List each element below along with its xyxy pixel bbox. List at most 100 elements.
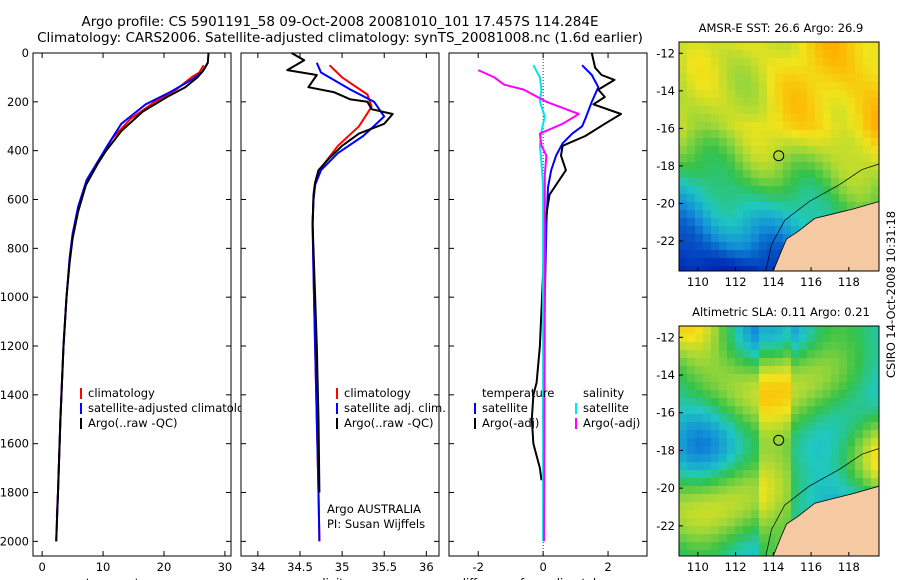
sst-map-cell (727, 122, 735, 130)
sst-map-cell (791, 122, 799, 130)
sst-map-cell (871, 122, 879, 130)
sla-map-cell (711, 350, 719, 358)
sla-map-cell (687, 406, 695, 414)
sst-map-cell (719, 226, 727, 234)
sla-map-cell (695, 534, 703, 542)
sst-map-cell (767, 178, 775, 186)
x-axis-label: salinity (309, 576, 350, 580)
sla-map-cell (695, 526, 703, 534)
plot-frame-2 (240, 52, 440, 557)
sla-map-cell (791, 358, 799, 366)
sla-map-cell (751, 358, 759, 366)
sla-map-cell (679, 542, 687, 550)
sst-map-cell (815, 170, 823, 178)
sla-map-cell (847, 398, 855, 406)
sla-map-cell (823, 358, 831, 366)
lon-tick-label: 110 (687, 275, 709, 289)
sst-map-cell (759, 122, 767, 130)
sla-map-cell (839, 414, 847, 422)
sla-map-cell (743, 486, 751, 494)
sst-map-cell (735, 170, 743, 178)
sst-map-cell (719, 186, 727, 194)
sst-map-cell (783, 178, 791, 186)
sla-map-cell (679, 422, 687, 430)
sla-map-cell (847, 454, 855, 462)
sla-map-cell (703, 534, 711, 542)
sst-map-cell (831, 98, 839, 106)
legend-label: satellite (583, 401, 629, 415)
sst-map-cell (703, 98, 711, 106)
sst-map-cell (783, 42, 791, 50)
sst-map-cell (695, 178, 703, 186)
sla-map-cell (847, 422, 855, 430)
sst-map-cell (751, 106, 759, 114)
sla-map-cell (687, 542, 695, 550)
sst-map-cell (871, 58, 879, 66)
sst-map-cell (679, 258, 687, 266)
sla-map-cell (847, 430, 855, 438)
lon-tick-label: 112 (725, 560, 747, 574)
sst-map-cell (711, 210, 719, 218)
sla-map-cell (799, 374, 807, 382)
sst-map-cell (695, 186, 703, 194)
sla-map-cell (847, 382, 855, 390)
sst-map-cell (767, 50, 775, 58)
y-tick-label: 800 (7, 241, 29, 255)
sla-map-cell (735, 334, 743, 342)
sla-map-cell (679, 518, 687, 526)
sst-map-cell (719, 234, 727, 242)
sst-map-cell (759, 58, 767, 66)
sla-map-cell (831, 342, 839, 350)
sst-map-cell (823, 202, 831, 210)
sst-map-cell (783, 170, 791, 178)
sst-map-cell (727, 90, 735, 98)
sla-map-cell (727, 422, 735, 430)
sst-map-cell (751, 226, 759, 234)
sst-map-cell (703, 266, 711, 271)
sst-map-cell (839, 74, 847, 82)
sla-map-cell (711, 470, 719, 478)
sla-map-cell (831, 478, 839, 486)
sla-map-cell (711, 462, 719, 470)
sla-map-cell (871, 358, 879, 366)
sst-map-cell (807, 122, 815, 130)
sst-map-cell (807, 154, 815, 162)
sst-map-cell (679, 74, 687, 82)
sst-map-cell (679, 154, 687, 162)
sst-map-cell (775, 130, 783, 138)
sst-map-cell (679, 90, 687, 98)
sst-map-cell (751, 202, 759, 210)
sst-map-cell (719, 114, 727, 122)
sla-map-cell (751, 494, 759, 502)
sst-map-cell (703, 170, 711, 178)
sla-map-cell (791, 510, 799, 518)
sst-map-cell (711, 58, 719, 66)
sla-map-cell (703, 502, 711, 510)
sst-map-cell (727, 146, 735, 154)
sst-map-cell (831, 162, 839, 170)
sla-map-cell (703, 414, 711, 422)
sst-map-cell (823, 170, 831, 178)
sla-map-cell (831, 382, 839, 390)
sla-map-cell (871, 366, 879, 374)
sst-map-cell (695, 226, 703, 234)
sst-map-cell (775, 218, 783, 226)
sla-map-cell (855, 478, 863, 486)
sst-map-cell (871, 154, 879, 162)
sla-map-cell (727, 486, 735, 494)
sst-map-cell (719, 170, 727, 178)
sst-map-cell (687, 58, 695, 66)
sla-map-cell (719, 534, 727, 542)
sst-map-cell (735, 178, 743, 186)
sla-map-cell (799, 350, 807, 358)
sst-map-cell (775, 66, 783, 74)
sla-map-cell (791, 334, 799, 342)
sla-map-cell (735, 390, 743, 398)
sla-map-cell (703, 326, 711, 334)
sla-map-cell (871, 414, 879, 422)
sla-map-cell (767, 454, 775, 462)
sst-map-cell (719, 42, 727, 50)
sla-float-location-marker (773, 434, 785, 446)
sst-map-cell (679, 42, 687, 50)
sla-map-cell (719, 382, 727, 390)
